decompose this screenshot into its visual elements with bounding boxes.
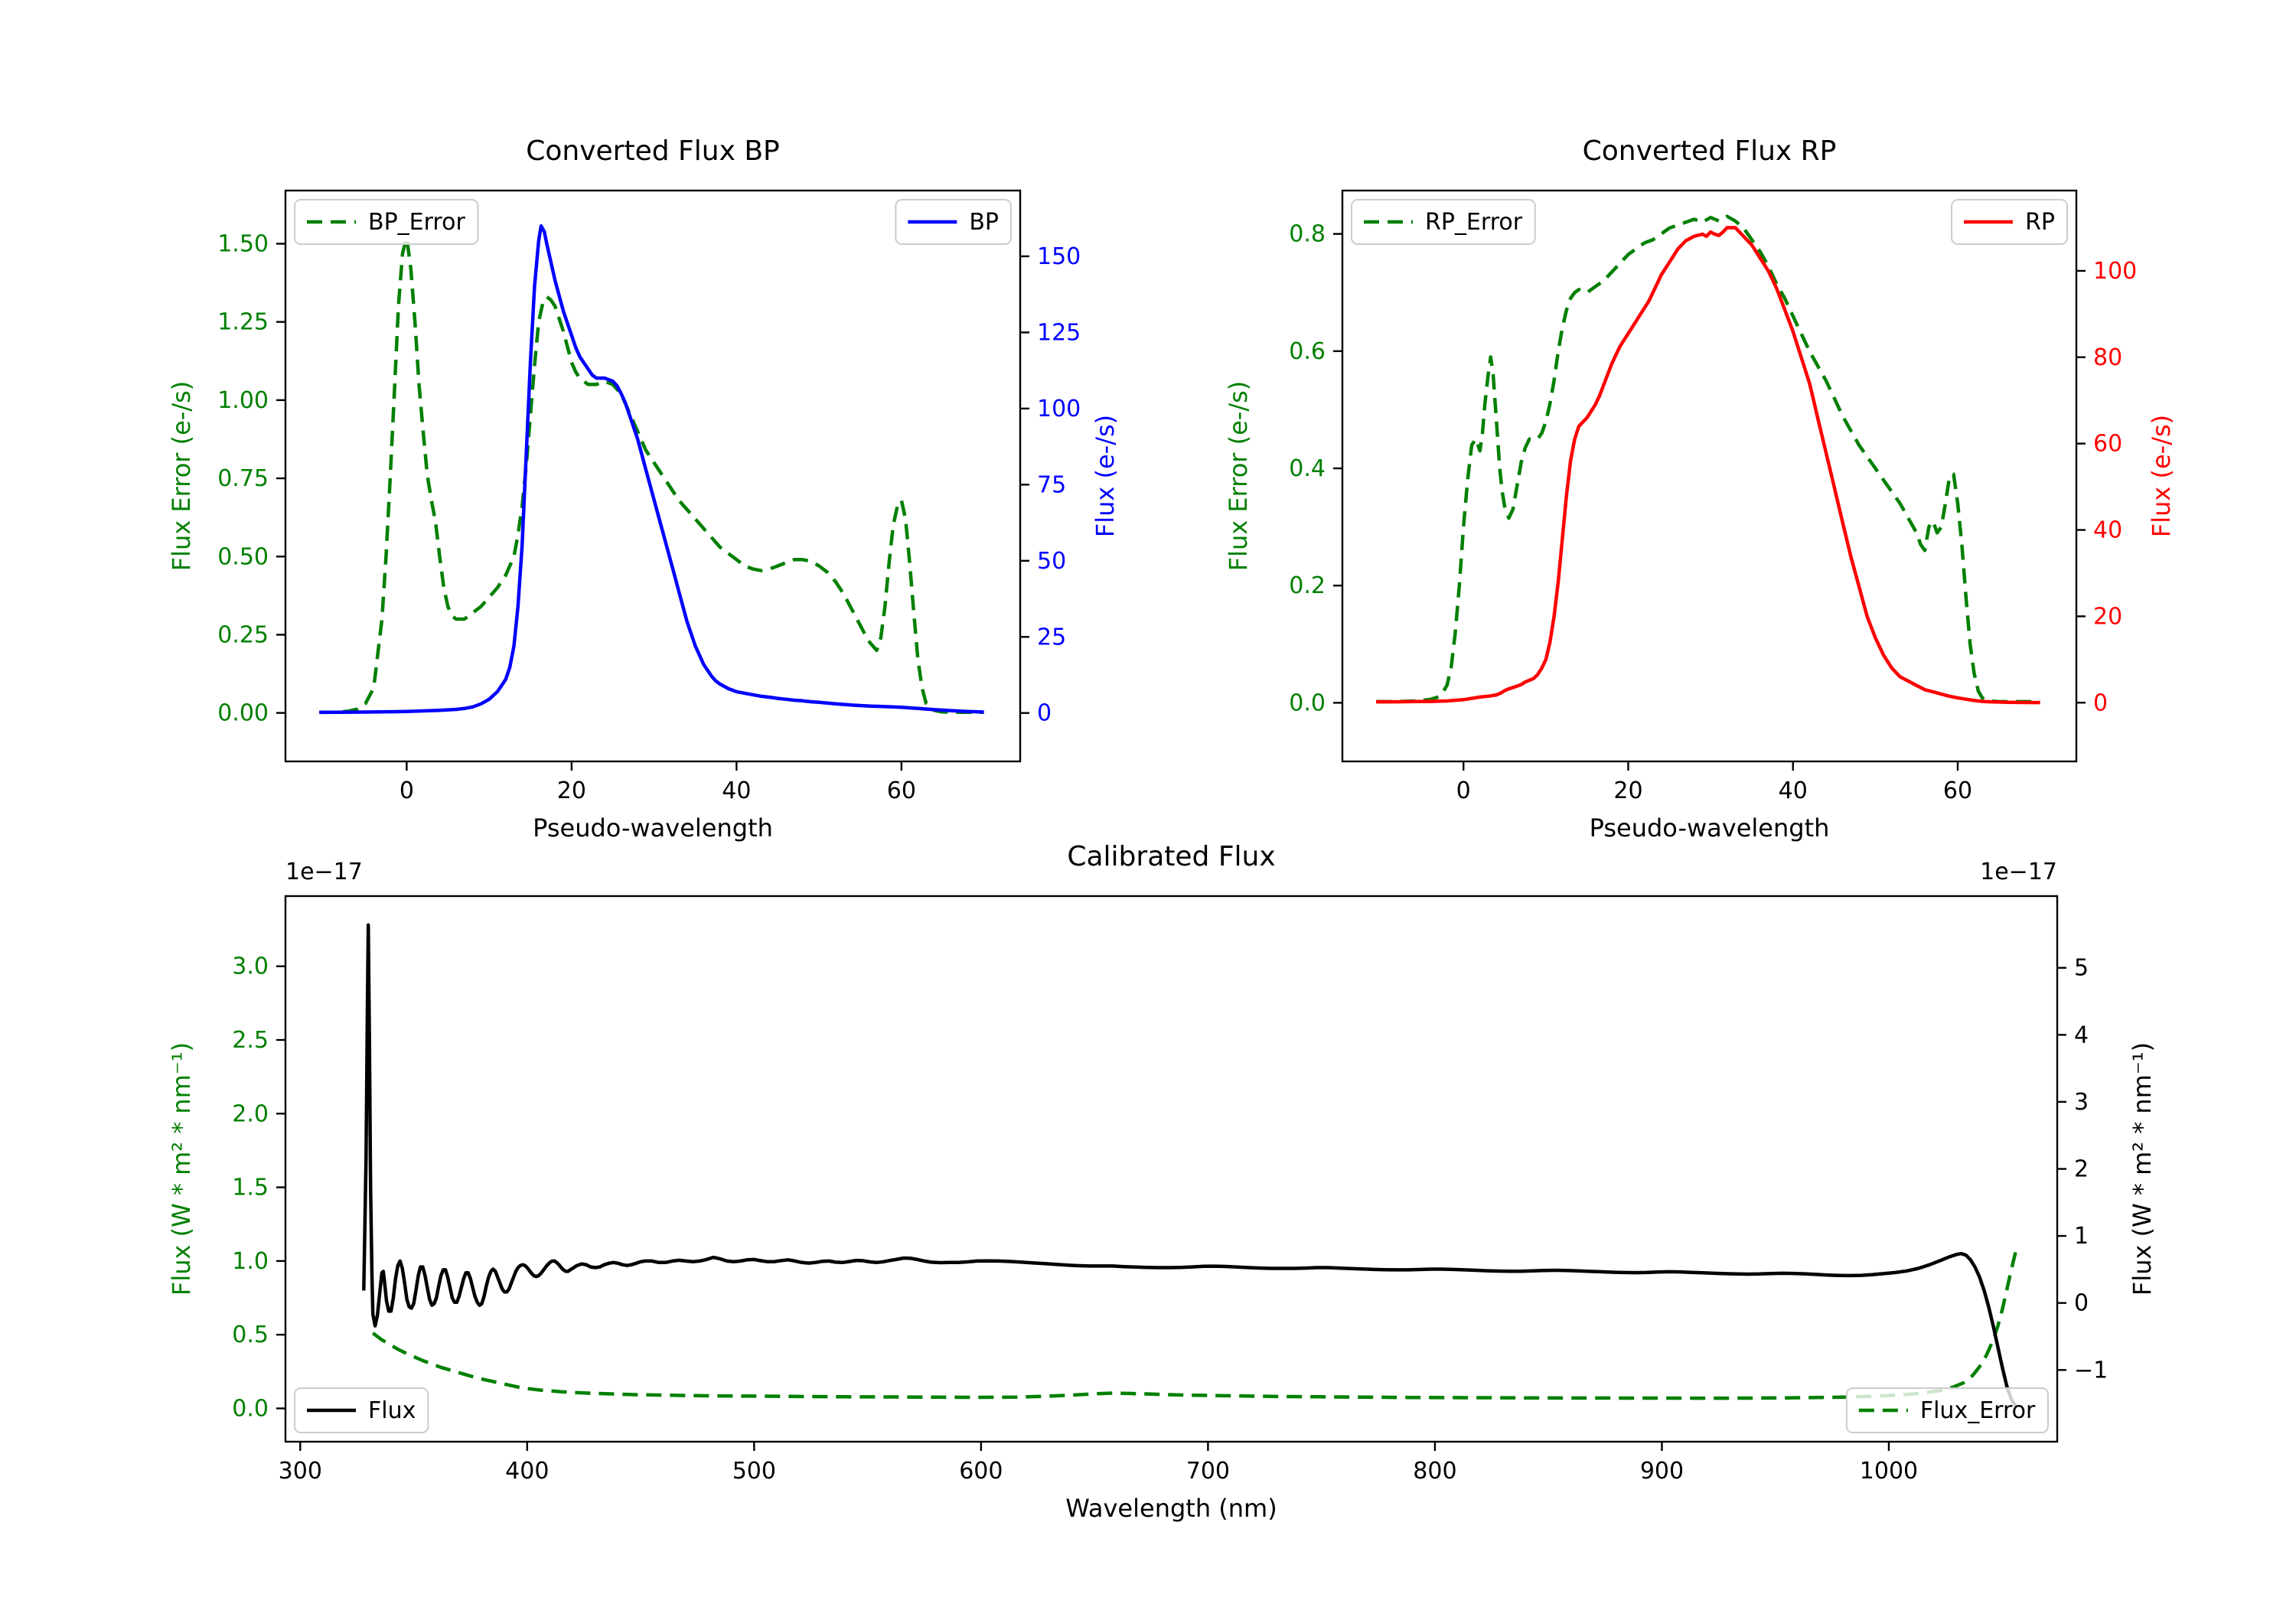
chart-title: Calibrated Flux xyxy=(1067,841,1275,872)
right-axis-label: Flux (W * m² * nm⁻¹) xyxy=(2128,1042,2157,1296)
left-y-tick-label: 0.4 xyxy=(1289,455,1326,482)
x-tick-label: 20 xyxy=(1613,777,1642,804)
chart-converted-flux-rp: 0 20 40 60 0.0 0.2 0.4 0.6 0.8 Flux Error (e-/s) 0… xyxy=(1224,135,2176,843)
x-tick-label: 40 xyxy=(1779,777,1808,804)
x-tick-label: 40 xyxy=(722,777,751,804)
legend-label: RP xyxy=(2025,209,2055,236)
right-axis-label: Flux (e-/s) xyxy=(2147,415,2176,537)
x-tick-label: 600 xyxy=(959,1458,1003,1485)
series-rp xyxy=(1376,226,2040,705)
left-axis-offset-text: 1e−17 xyxy=(285,859,363,885)
series-bp_error xyxy=(319,236,984,715)
chart-title: Converted Flux BP xyxy=(526,135,779,167)
legend-label: Flux xyxy=(368,1397,416,1424)
right-y-tick-label: 60 xyxy=(2093,431,2122,458)
legend-label: BP xyxy=(969,209,999,236)
left-y-tick-label: 0.00 xyxy=(217,700,269,727)
right-y-tick-label: 0 xyxy=(2093,689,2108,716)
right-y-tick-label: 1 xyxy=(2074,1223,2089,1250)
x-tick-label: 400 xyxy=(505,1458,549,1485)
right-axis-offset-text: 1e−17 xyxy=(1980,859,2057,885)
series-flux xyxy=(362,923,2017,1407)
left-y-tick-label: 1.5 xyxy=(232,1175,269,1201)
right-y-tick-label: 40 xyxy=(2093,517,2122,544)
legend-box xyxy=(294,1387,429,1433)
left-y-tick-label: 0.6 xyxy=(1289,338,1326,365)
legend-label: Flux_Error xyxy=(1920,1397,2036,1424)
axes-box xyxy=(284,895,2059,1443)
left-y-tick-label: 1.50 xyxy=(217,230,269,257)
left-y-tick-label: 0.0 xyxy=(232,1395,269,1422)
legend-box xyxy=(294,199,479,245)
right-y-tick-label: 5 xyxy=(2074,955,2089,982)
x-tick-label: 0 xyxy=(1456,777,1471,804)
left-y-tick-label: 3.0 xyxy=(232,953,269,980)
x-tick-label: 0 xyxy=(400,777,414,804)
right-y-tick-label: 80 xyxy=(2093,344,2122,371)
right-y-tick-label: 0 xyxy=(1037,700,1052,727)
right-y-tick-label: 100 xyxy=(1037,396,1081,422)
legend-box xyxy=(1351,199,1536,245)
legend-label: BP_Error xyxy=(368,209,465,236)
left-y-tick-label: 0.2 xyxy=(1289,572,1326,599)
x-axis-label: Pseudo-wavelength xyxy=(1590,813,1830,843)
right-y-tick-label: 25 xyxy=(1037,624,1066,650)
left-y-tick-label: 0.75 xyxy=(217,465,269,492)
left-y-tick-label: 0.8 xyxy=(1289,221,1326,248)
x-tick-label: 300 xyxy=(279,1458,322,1485)
chart-title: Converted Flux RP xyxy=(1583,135,1837,167)
x-tick-label: 500 xyxy=(732,1458,776,1485)
x-axis-label: Wavelength (nm) xyxy=(1065,1494,1277,1523)
right-y-tick-label: 50 xyxy=(1037,548,1066,575)
x-axis-label: Pseudo-wavelength xyxy=(533,813,773,843)
series-rp_error xyxy=(1376,214,2040,704)
left-y-tick-label: 2.0 xyxy=(232,1100,269,1127)
x-tick-label: 700 xyxy=(1186,1458,1230,1485)
right-y-tick-label: 150 xyxy=(1037,243,1081,270)
x-tick-label: 800 xyxy=(1413,1458,1456,1485)
right-y-tick-label: 4 xyxy=(2074,1022,2089,1048)
x-tick-label: 900 xyxy=(1640,1458,1684,1485)
axes-box xyxy=(1341,189,2078,763)
right-y-tick-label: 20 xyxy=(2093,603,2122,630)
legend-box xyxy=(1845,1387,2049,1433)
series-bp xyxy=(319,223,984,715)
right-y-tick-label: 0 xyxy=(2074,1290,2089,1317)
chart-converted-flux-bp: 0 20 40 60 0.00 0.25 0.50 0.75 1.00 1.25 1.50 Flux … xyxy=(167,135,1120,843)
right-y-tick-label: 75 xyxy=(1037,471,1066,498)
right-y-tick-label: −1 xyxy=(2074,1357,2108,1384)
right-y-tick-label: 100 xyxy=(2093,258,2137,285)
right-axis-label: Flux (e-/s) xyxy=(1091,415,1120,537)
x-tick-label: 20 xyxy=(557,777,586,804)
left-y-tick-label: 1.25 xyxy=(217,309,269,336)
left-axis-label: Flux (W * m² * nm⁻¹) xyxy=(167,1042,196,1296)
left-y-tick-label: 0.5 xyxy=(232,1322,269,1348)
right-y-tick-label: 125 xyxy=(1037,319,1081,346)
x-tick-label: 60 xyxy=(887,777,916,804)
left-y-tick-label: 2.5 xyxy=(232,1027,269,1054)
axes-box xyxy=(284,189,1022,763)
left-axis-label: Flux Error (e-/s) xyxy=(167,381,196,572)
left-axis-label: Flux Error (e-/s) xyxy=(1224,381,1253,572)
x-tick-label: 60 xyxy=(1943,777,1972,804)
left-y-tick-label: 0.50 xyxy=(217,543,269,570)
chart-calibrated-flux: 300 400 500 600 700 800 900 1000 0.0 0.5 1.0 1.5 2.0… xyxy=(167,841,2157,1523)
x-tick-label: 1000 xyxy=(1860,1458,1918,1485)
left-y-tick-label: 1.0 xyxy=(232,1248,269,1275)
right-y-tick-label: 2 xyxy=(2074,1156,2089,1183)
right-y-tick-label: 3 xyxy=(2074,1089,2089,1116)
left-y-tick-label: 1.00 xyxy=(217,387,269,414)
left-y-tick-label: 0.0 xyxy=(1289,689,1326,716)
left-y-tick-label: 0.25 xyxy=(217,621,269,648)
legend-label: RP_Error xyxy=(1425,209,1523,236)
